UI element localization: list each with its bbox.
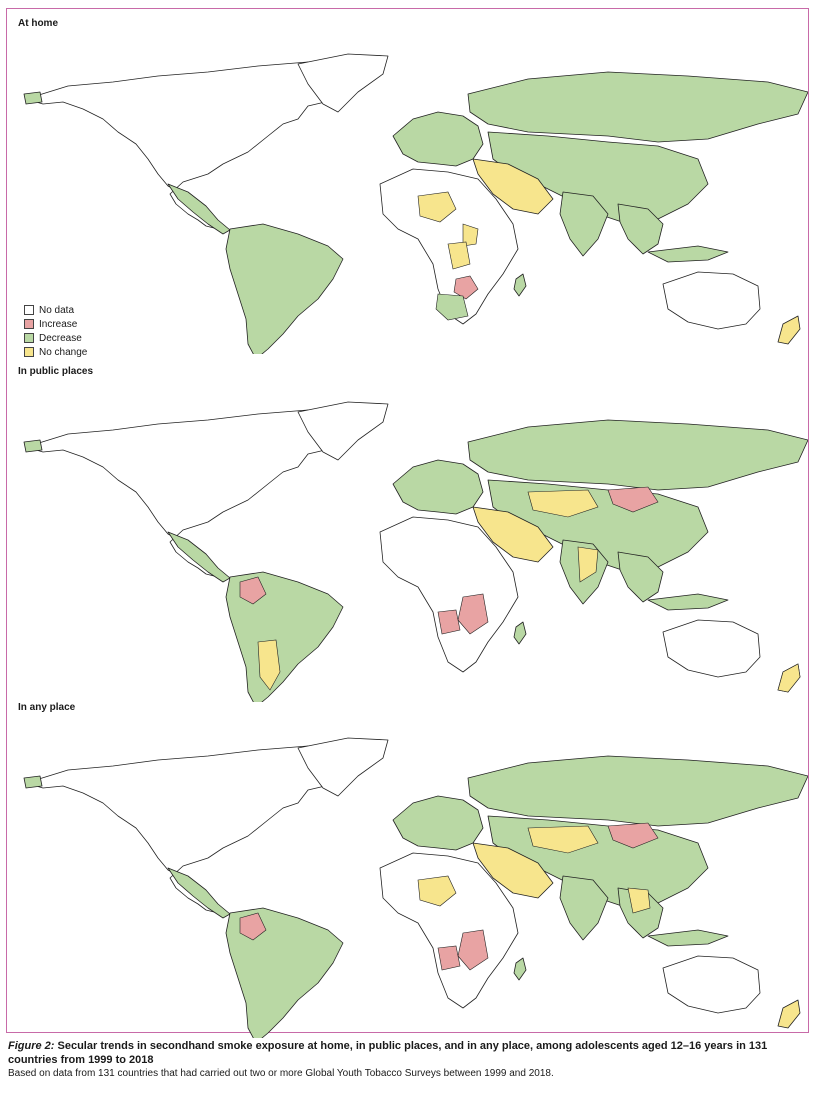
legend-label: Increase (39, 318, 78, 330)
legend-swatch (24, 347, 34, 357)
figure-frame (6, 8, 809, 1033)
figure-caption: Figure 2: Secular trends in secondhand s… (8, 1039, 808, 1081)
legend-swatch (24, 305, 34, 315)
legend-label: Decrease (39, 332, 82, 344)
caption-title: Figure 2: Secular trends in secondhand s… (8, 1039, 808, 1067)
legend: No data Increase Decrease No change (24, 303, 87, 359)
world-map-in-any-place (23, 737, 808, 1038)
panel-title: In public places (18, 366, 94, 377)
legend-item-no-change: No change (24, 345, 87, 359)
legend-item-no-data: No data (24, 303, 87, 317)
legend-label: No change (39, 346, 88, 358)
world-map-in-public-places (23, 401, 808, 702)
caption-title-text: Secular trends in secondhand smoke expos… (8, 1040, 768, 1066)
legend-swatch (24, 333, 34, 343)
legend-item-decrease: Decrease (24, 331, 87, 345)
legend-item-increase: Increase (24, 317, 87, 331)
world-map-at-home (23, 53, 808, 354)
panel-title: At home (18, 18, 58, 29)
legend-swatch (24, 319, 34, 329)
figure-label: Figure 2: (8, 1040, 55, 1052)
caption-note: Based on data from 131 countries that ha… (8, 1068, 554, 1079)
panel-title: In any place (18, 702, 76, 713)
legend-label: No data (39, 304, 75, 316)
